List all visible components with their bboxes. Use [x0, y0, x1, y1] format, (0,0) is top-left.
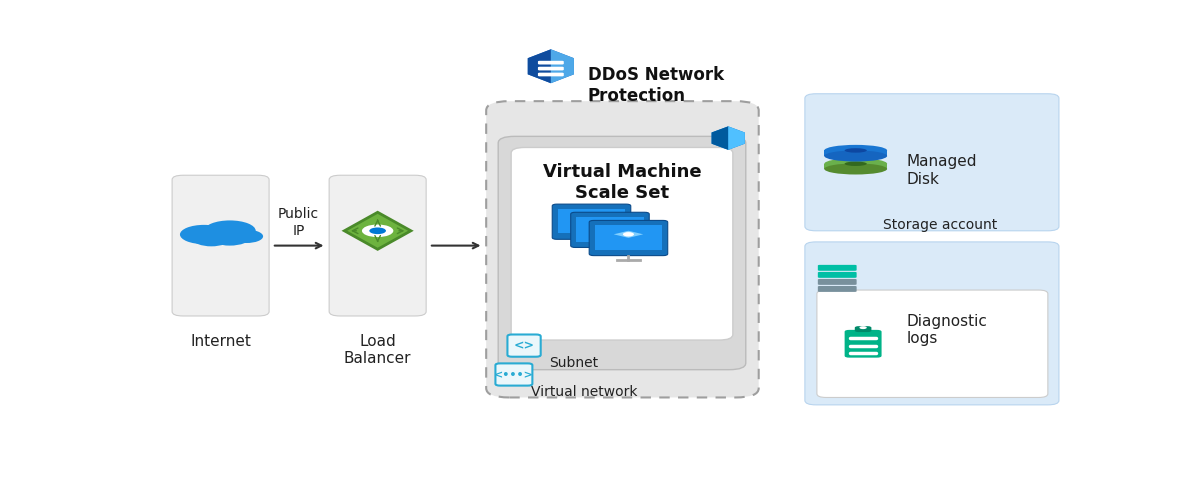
FancyBboxPatch shape	[818, 265, 857, 271]
Polygon shape	[595, 223, 625, 230]
FancyBboxPatch shape	[511, 148, 733, 340]
Text: Virtual Machine
Scale Set: Virtual Machine Scale Set	[542, 163, 701, 202]
Circle shape	[180, 226, 228, 245]
Polygon shape	[728, 127, 745, 151]
Text: Internet: Internet	[191, 333, 252, 348]
FancyBboxPatch shape	[538, 68, 564, 71]
Circle shape	[230, 230, 263, 243]
Polygon shape	[551, 50, 575, 84]
Ellipse shape	[845, 149, 867, 153]
Circle shape	[204, 221, 256, 241]
Circle shape	[859, 326, 867, 329]
FancyBboxPatch shape	[496, 364, 533, 386]
FancyBboxPatch shape	[595, 226, 663, 250]
FancyBboxPatch shape	[818, 279, 857, 285]
FancyBboxPatch shape	[576, 217, 644, 242]
Text: Managed
Disk: Managed Disk	[906, 154, 977, 187]
FancyBboxPatch shape	[805, 95, 1058, 231]
FancyBboxPatch shape	[538, 61, 564, 65]
FancyBboxPatch shape	[571, 213, 650, 248]
Circle shape	[604, 225, 615, 229]
Text: Virtual network: Virtual network	[530, 384, 637, 398]
Polygon shape	[528, 50, 551, 84]
Ellipse shape	[825, 164, 887, 175]
Polygon shape	[712, 127, 745, 151]
Polygon shape	[825, 151, 887, 156]
Polygon shape	[614, 231, 644, 239]
Text: <>: <>	[514, 339, 534, 352]
Text: <•••>: <•••>	[493, 369, 534, 379]
Polygon shape	[577, 215, 607, 222]
FancyBboxPatch shape	[552, 204, 631, 240]
Circle shape	[623, 233, 634, 237]
Text: Public
IP: Public IP	[278, 207, 319, 237]
FancyBboxPatch shape	[498, 137, 746, 370]
FancyBboxPatch shape	[855, 326, 871, 332]
FancyBboxPatch shape	[818, 287, 857, 292]
Polygon shape	[825, 165, 887, 169]
Circle shape	[370, 228, 386, 235]
Text: Subnet: Subnet	[550, 356, 598, 370]
Text: DDoS Network
Protection: DDoS Network Protection	[588, 66, 724, 105]
FancyBboxPatch shape	[805, 242, 1058, 405]
Polygon shape	[712, 127, 728, 151]
Circle shape	[193, 232, 230, 247]
FancyBboxPatch shape	[508, 335, 541, 357]
FancyBboxPatch shape	[818, 272, 857, 278]
FancyBboxPatch shape	[845, 330, 882, 358]
Circle shape	[362, 225, 393, 238]
Circle shape	[210, 230, 250, 246]
Ellipse shape	[825, 159, 887, 170]
Text: Storage account: Storage account	[883, 217, 998, 232]
Text: Load
Balancer: Load Balancer	[343, 333, 411, 365]
FancyBboxPatch shape	[558, 209, 626, 234]
FancyBboxPatch shape	[329, 176, 427, 316]
FancyBboxPatch shape	[589, 221, 668, 256]
Ellipse shape	[825, 151, 887, 162]
FancyBboxPatch shape	[172, 176, 269, 316]
Polygon shape	[344, 213, 411, 250]
Text: Diagnostic
logs: Diagnostic logs	[906, 313, 987, 346]
FancyBboxPatch shape	[486, 102, 758, 397]
Ellipse shape	[845, 162, 867, 167]
Circle shape	[586, 216, 597, 221]
FancyBboxPatch shape	[538, 73, 564, 77]
Polygon shape	[528, 50, 575, 84]
FancyBboxPatch shape	[817, 290, 1048, 397]
Ellipse shape	[825, 145, 887, 156]
